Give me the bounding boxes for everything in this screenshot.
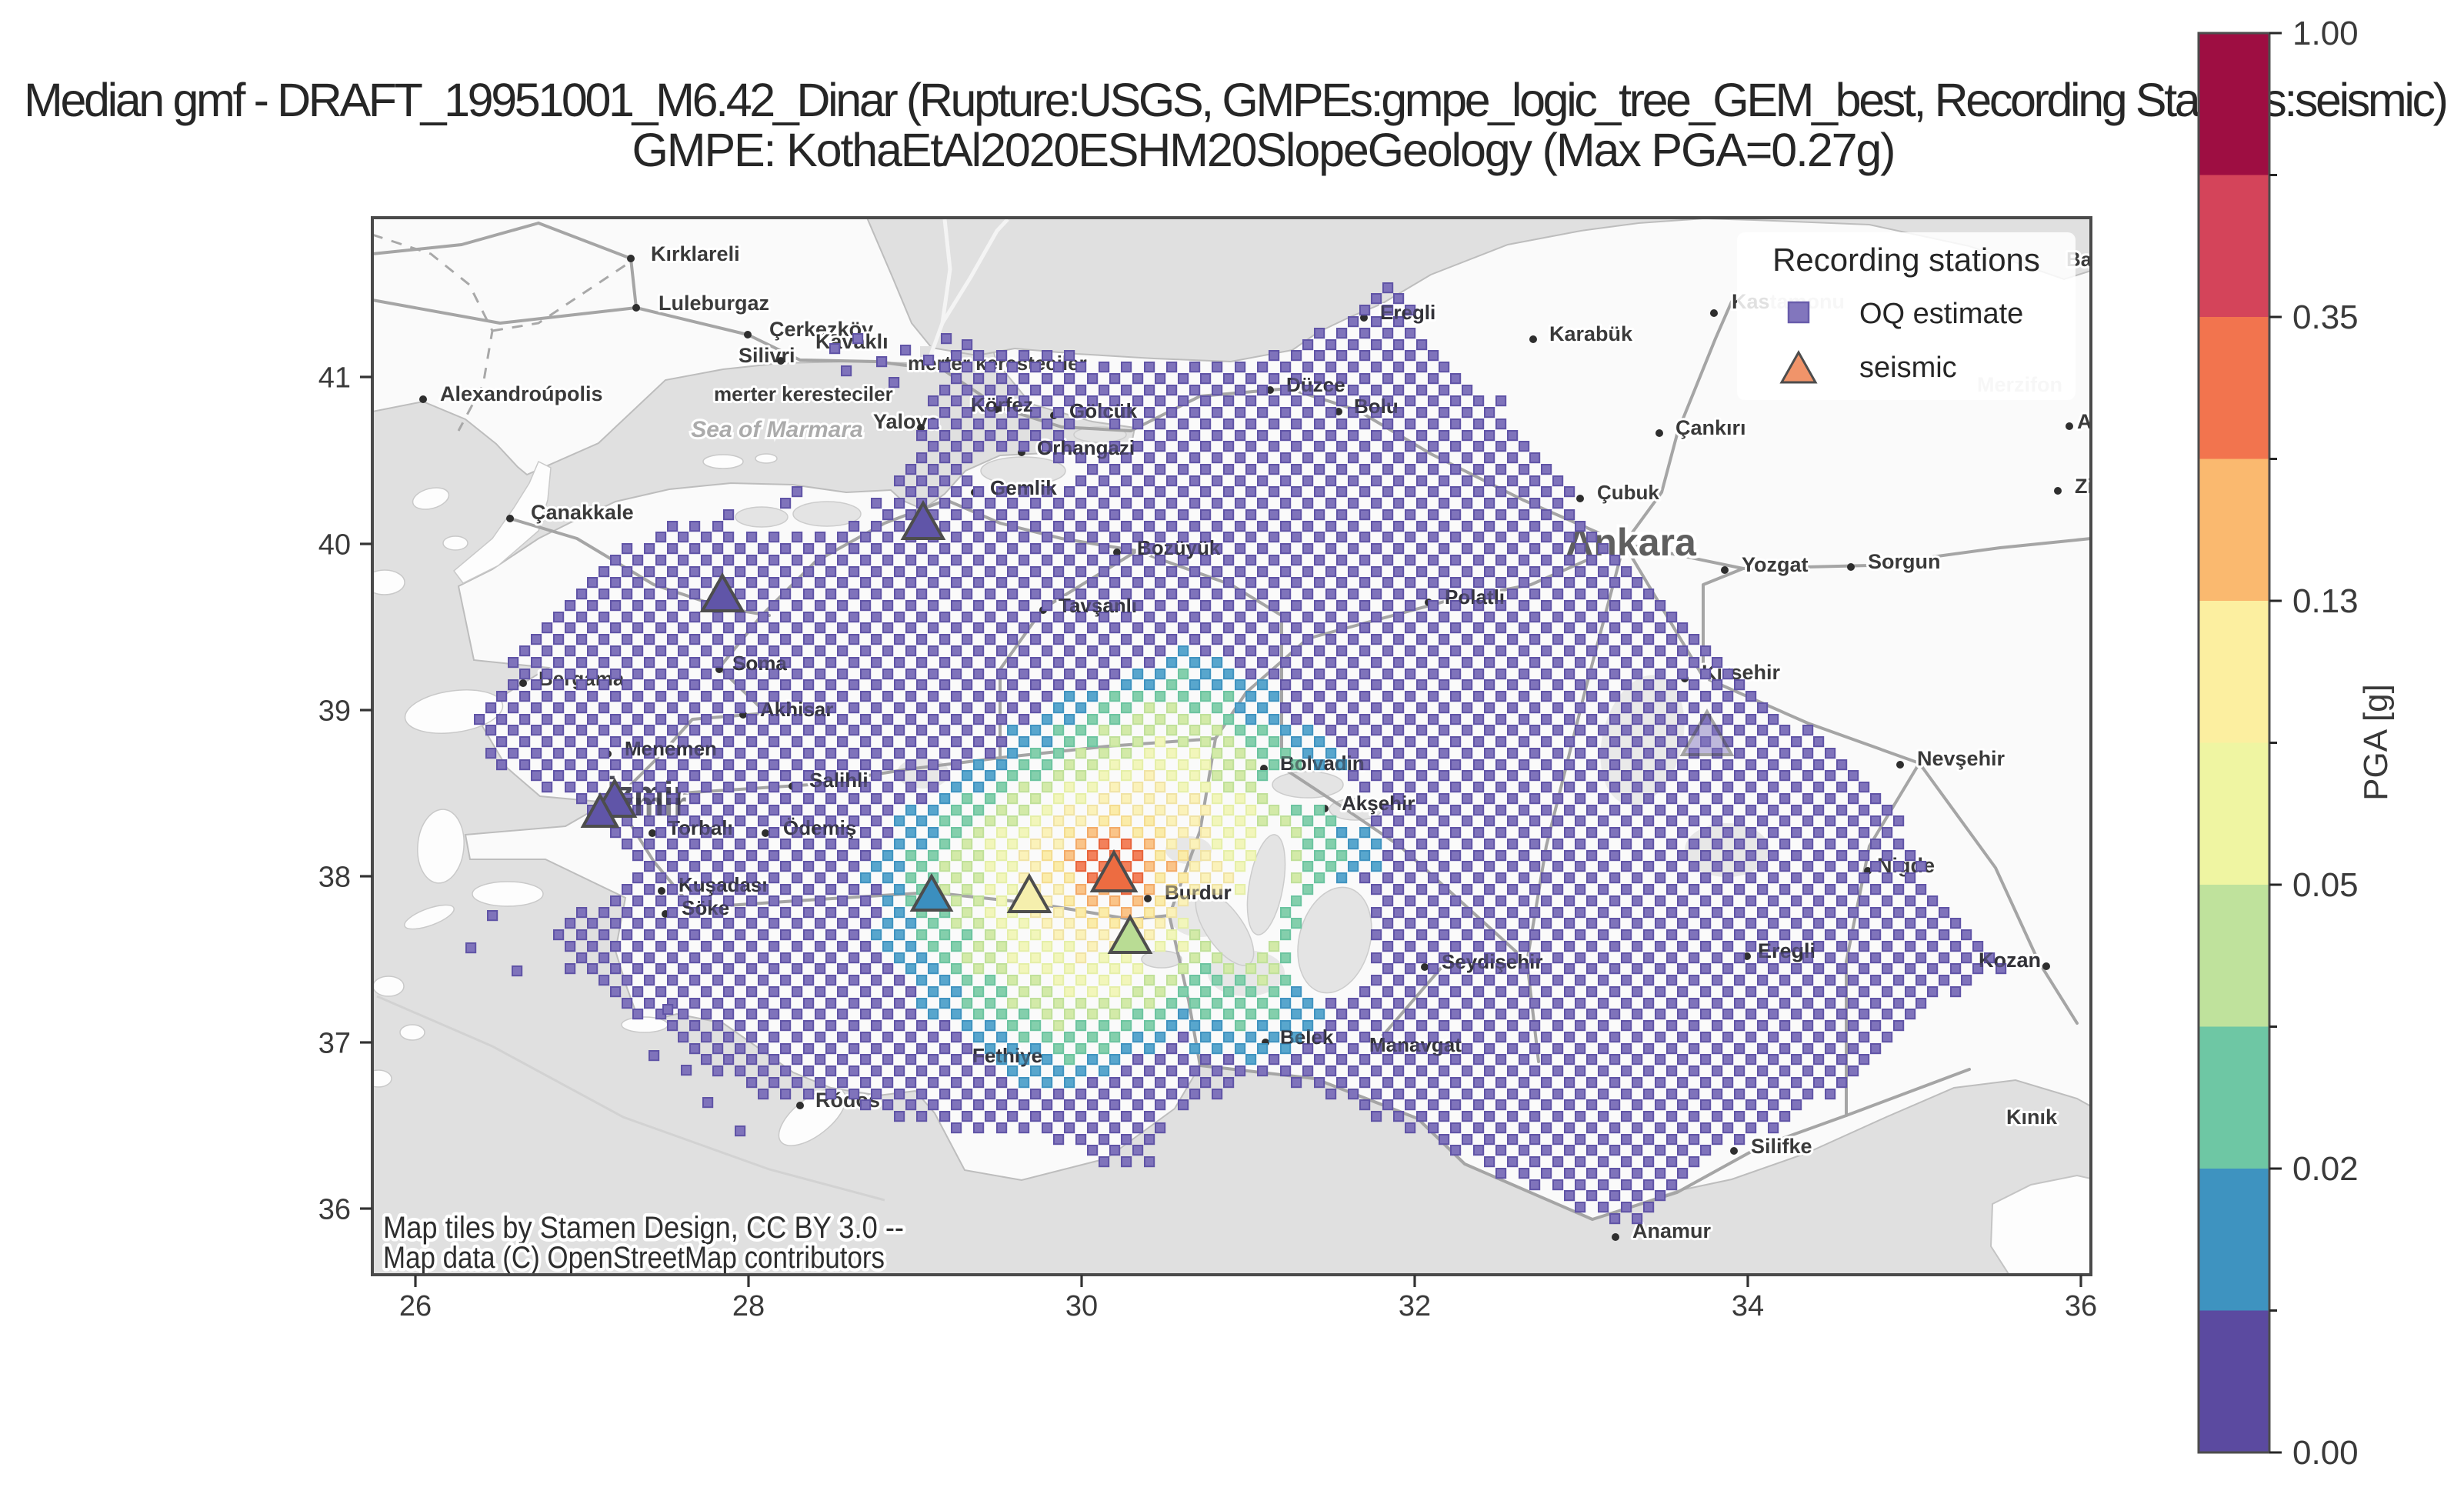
- svg-text:0.05: 0.05: [2292, 866, 2359, 904]
- svg-text:Menemen: Menemen: [625, 737, 717, 760]
- svg-text:34: 34: [1732, 1290, 1764, 1322]
- svg-text:40: 40: [318, 529, 351, 562]
- svg-text:OQ estimate: OQ estimate: [1859, 298, 2023, 330]
- svg-text:Karabük: Karabük: [1549, 322, 1633, 345]
- svg-text:38: 38: [318, 862, 351, 894]
- svg-text:Eregli: Eregli: [1758, 939, 1815, 962]
- svg-text:Soma: Soma: [732, 652, 787, 675]
- svg-text:Bozüyük: Bozüyük: [1137, 536, 1221, 559]
- svg-text:0.13: 0.13: [2292, 582, 2359, 620]
- svg-text:GMPE: KothaEtAl2020ESHM20Slope: GMPE: KothaEtAl2020ESHM20SlopeGeology (M…: [632, 124, 1896, 176]
- svg-text:Silifke: Silifke: [1751, 1135, 1812, 1158]
- svg-text:Belek: Belek: [1280, 1025, 1334, 1049]
- svg-text:0.02: 0.02: [2292, 1150, 2359, 1188]
- svg-text:Am: Am: [2077, 410, 2111, 433]
- svg-text:Kuşadası: Kuşadası: [679, 873, 768, 896]
- svg-text:Söke: Söke: [682, 896, 729, 919]
- svg-text:41: 41: [318, 362, 351, 395]
- svg-text:Alexandroúpolis: Alexandroúpolis: [440, 382, 603, 405]
- svg-text:Kırklareli: Kırklareli: [651, 242, 740, 265]
- svg-text:Tavşanlı: Tavşanlı: [1059, 594, 1137, 617]
- svg-text:Orhangazi: Orhangazi: [1037, 436, 1135, 459]
- svg-text:Eregli: Eregli: [1380, 301, 1435, 324]
- svg-text:Çubuk: Çubuk: [1597, 481, 1659, 504]
- svg-text:Ödemiş: Ödemiş: [783, 816, 856, 839]
- svg-text:Manavgat: Manavgat: [1369, 1033, 1462, 1056]
- svg-text:30: 30: [1065, 1290, 1098, 1322]
- svg-text:39: 39: [318, 695, 351, 728]
- svg-text:26: 26: [399, 1290, 432, 1322]
- svg-text:0.00: 0.00: [2292, 1434, 2359, 1472]
- svg-text:Polatlı: Polatlı: [1445, 585, 1505, 609]
- svg-text:Gemlik: Gemlik: [990, 476, 1057, 499]
- svg-text:Zil: Zil: [2075, 475, 2099, 498]
- svg-text:Akşehir: Akşehir: [1342, 792, 1415, 815]
- svg-text:0.35: 0.35: [2292, 298, 2359, 336]
- svg-text:Kavaklı: Kavaklı: [815, 330, 889, 353]
- svg-text:Fethiye: Fethiye: [972, 1044, 1042, 1067]
- svg-text:merter keresteciler: merter keresteciler: [714, 382, 893, 405]
- svg-text:Torbalı: Torbalı: [668, 816, 733, 839]
- svg-text:36: 36: [318, 1194, 351, 1226]
- svg-text:Çanakkale: Çanakkale: [531, 501, 634, 524]
- svg-text:Seydişehir: Seydişehir: [1442, 950, 1543, 973]
- svg-text:Çankırı: Çankırı: [1675, 416, 1746, 439]
- svg-text:Akhisar: Akhisar: [760, 698, 833, 721]
- svg-text:Luleburgaz: Luleburgaz: [659, 292, 769, 315]
- svg-text:Kozan: Kozan: [1979, 949, 2041, 972]
- svg-text:1.00: 1.00: [2292, 15, 2359, 52]
- svg-text:37: 37: [318, 1028, 351, 1060]
- svg-text:Silivri: Silivri: [739, 344, 795, 367]
- svg-text:Median gmf - DRAFT_19951001_M6: Median gmf - DRAFT_19951001_M6.42_Dinar …: [24, 74, 2449, 126]
- svg-text:Gölcük: Gölcük: [1069, 399, 1138, 422]
- svg-text:Anamur: Anamur: [1632, 1219, 1712, 1242]
- svg-text:Burdur: Burdur: [1165, 881, 1232, 904]
- svg-text:Map data (C) OpenStreetMap con: Map data (C) OpenStreetMap contributors: [383, 1241, 885, 1275]
- svg-text:28: 28: [732, 1290, 765, 1322]
- svg-text:Düzce: Düzce: [1286, 373, 1345, 396]
- svg-text:Sea of Marmara: Sea of Marmara: [691, 417, 862, 442]
- svg-text:Kınık: Kınık: [2006, 1105, 2058, 1129]
- svg-text:Bolu: Bolu: [1354, 395, 1399, 418]
- svg-text:Körfez: Körfez: [971, 393, 1033, 416]
- svg-text:Map tiles by Stamen Design, CC: Map tiles by Stamen Design, CC BY 3.0 --: [383, 1211, 904, 1245]
- svg-text:seismic: seismic: [1859, 352, 1957, 384]
- svg-text:36: 36: [2065, 1290, 2097, 1322]
- svg-text:Recording stations: Recording stations: [1772, 242, 2040, 278]
- svg-text:Salihli: Salihli: [809, 769, 869, 792]
- svg-text:Bolvadin: Bolvadin: [1280, 752, 1365, 775]
- svg-text:32: 32: [1399, 1290, 1431, 1322]
- svg-text:Nevşehir: Nevşehir: [1917, 747, 2006, 770]
- svg-text:PGA [g]: PGA [g]: [2357, 684, 2395, 801]
- svg-text:Sorgun: Sorgun: [1868, 550, 1941, 573]
- svg-text:Yozgat: Yozgat: [1742, 553, 1809, 576]
